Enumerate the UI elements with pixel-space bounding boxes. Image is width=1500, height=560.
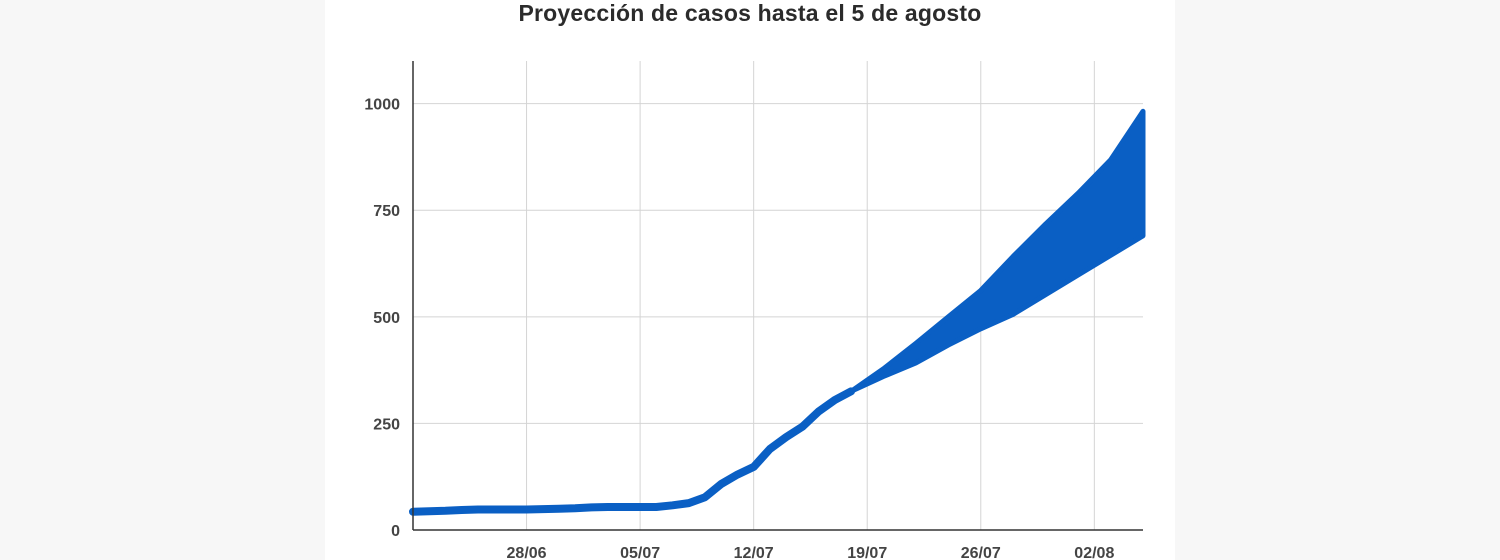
y-tick-label-750: 750 <box>373 203 400 220</box>
tick-labels: 0 250 500 750 1000 28/06 05/07 12/07 19/07 26/07 0… <box>364 97 1114 560</box>
x-tick-label-28-06: 28/06 <box>507 545 547 560</box>
chart-svg: 0 250 500 750 1000 28/06 05/07 12/07 19/07 26/07 0… <box>364 61 1146 560</box>
y-tick-label-1000: 1000 <box>364 97 400 114</box>
gridlines <box>413 61 1143 530</box>
x-tick-label-02-08: 02/08 <box>1074 545 1114 560</box>
x-tick-label-05-07: 05/07 <box>620 545 660 560</box>
series-layer <box>409 108 1146 516</box>
x-tick-label-26-07: 26/07 <box>961 545 1001 560</box>
projection-band <box>848 108 1146 394</box>
y-tick-label-250: 250 <box>373 416 400 433</box>
observed-cases-line <box>409 387 855 516</box>
y-tick-label-0: 0 <box>391 523 400 540</box>
x-tick-label-19-07: 19/07 <box>847 545 887 560</box>
chart-title: Proyección de casos hasta el 5 de agosto <box>518 0 982 26</box>
y-tick-label-500: 500 <box>373 310 400 327</box>
x-tick-label-12-07: 12/07 <box>734 545 774 560</box>
axes <box>412 61 1143 531</box>
